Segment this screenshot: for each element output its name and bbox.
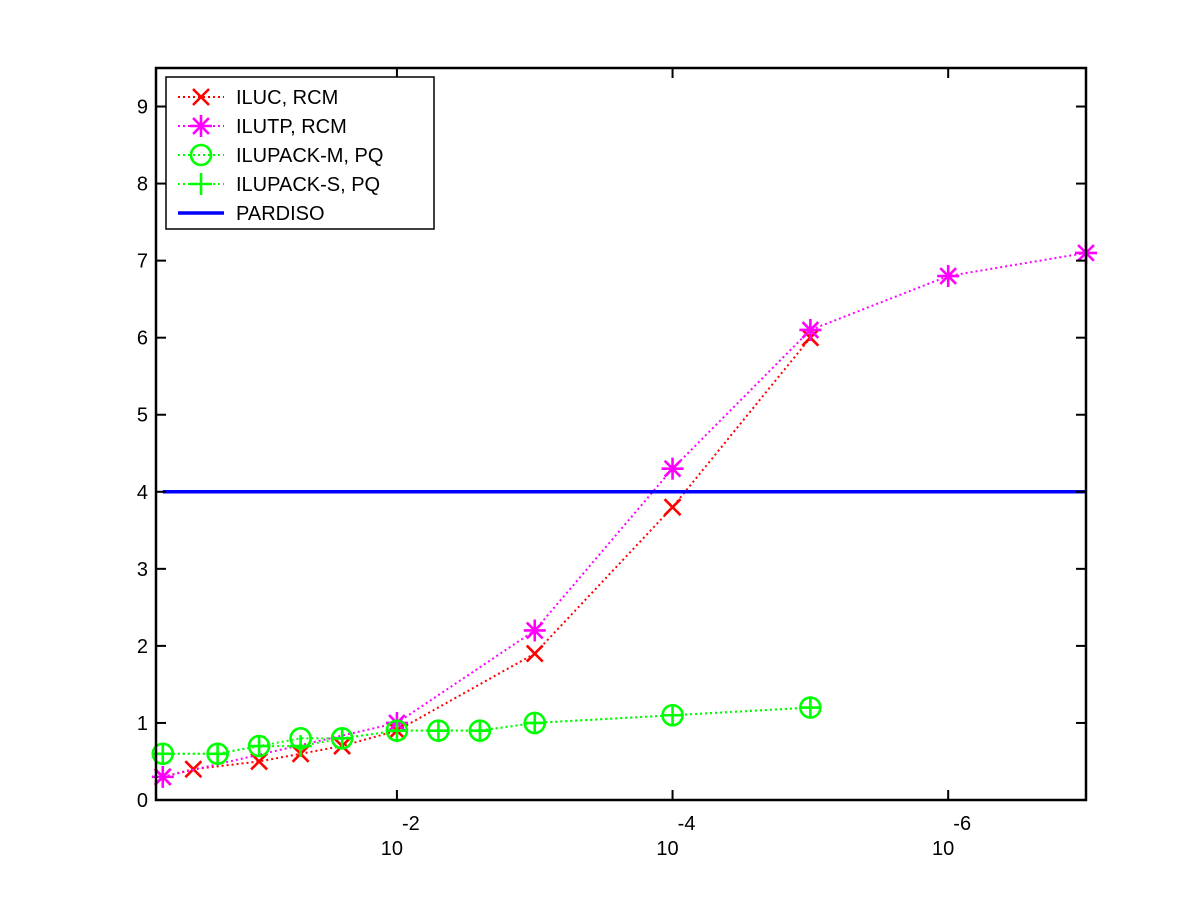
marker-stroke — [663, 459, 682, 478]
data-point — [250, 752, 269, 771]
data-point — [248, 735, 271, 758]
marker-stroke — [525, 644, 544, 663]
legend-entry: ILUC, RCM — [178, 87, 338, 109]
legend-entry: ILUTP, RCM — [178, 115, 347, 138]
x-tick-base: 10 — [381, 838, 403, 860]
legend-marker — [192, 88, 210, 106]
data-point — [799, 696, 822, 719]
x-tick-label: 10-6 — [932, 813, 971, 860]
x-tick-exponent: -2 — [402, 813, 420, 835]
data-point — [206, 742, 229, 765]
data-point — [385, 719, 408, 742]
marker-stroke — [189, 143, 213, 167]
data-point — [799, 318, 822, 341]
y-tick-label: 3 — [137, 559, 148, 581]
x-tick-label: 10-2 — [381, 813, 420, 860]
data-point — [523, 711, 546, 734]
data-point — [331, 727, 354, 750]
series-ilupack-s-pq — [151, 696, 822, 765]
data-point — [289, 735, 312, 758]
data-point — [661, 704, 684, 727]
data-point — [523, 619, 546, 642]
y-tick-label: 0 — [137, 790, 148, 812]
y-tick-label: 6 — [137, 328, 148, 350]
marker-stroke — [153, 768, 172, 786]
legend-marker — [190, 173, 212, 195]
marker-stroke — [192, 88, 210, 106]
x-tick-exponent: -4 — [678, 813, 696, 835]
legend-entry: ILUPACK-M, PQ — [178, 143, 383, 167]
legend-label: ILUC, RCM — [236, 87, 338, 109]
marker-stroke — [663, 498, 682, 517]
x-tick-label: 10-4 — [656, 813, 695, 860]
data-point — [663, 498, 682, 517]
data-point — [661, 457, 684, 480]
legend-label: ILUPACK-M, PQ — [236, 145, 383, 167]
legend-label: ILUTP, RCM — [236, 116, 347, 138]
data-point — [937, 265, 960, 288]
plot-frame — [154, 66, 1088, 802]
legend: ILUC, RCM ILUTP, RCM ILUPACK-M, PQ ILUPACK-… — [165, 76, 435, 230]
x-tick-base: 10 — [656, 838, 678, 860]
series-line — [162, 337, 812, 778]
marker-stroke — [525, 621, 544, 640]
y-tick-label: 8 — [137, 174, 148, 196]
y-tick-label: 5 — [137, 405, 148, 427]
marker-stroke — [939, 267, 958, 285]
y-tick-label: 7 — [137, 251, 148, 273]
data-point — [468, 719, 491, 742]
legend-marker — [190, 115, 212, 137]
legend-label: PARDISO — [236, 203, 325, 225]
marker-stroke — [801, 321, 820, 339]
legend-marker — [189, 143, 213, 167]
marker-stroke — [250, 752, 269, 771]
data-point — [525, 644, 544, 663]
y-tick-label: 4 — [137, 482, 148, 504]
y-tick-label: 9 — [137, 97, 148, 119]
legend-entry: PARDISO — [178, 203, 325, 225]
x-tick-base: 10 — [932, 838, 954, 860]
x-tick-exponent: -6 — [953, 813, 971, 835]
legend-label: ILUPACK-S, PQ — [236, 174, 380, 196]
legend-entry: ILUPACK-S, PQ — [178, 173, 380, 196]
y-tick-label: 2 — [137, 636, 148, 658]
marker-stroke — [192, 117, 210, 135]
y-tick-label: 1 — [137, 713, 148, 735]
data-point — [427, 719, 450, 742]
